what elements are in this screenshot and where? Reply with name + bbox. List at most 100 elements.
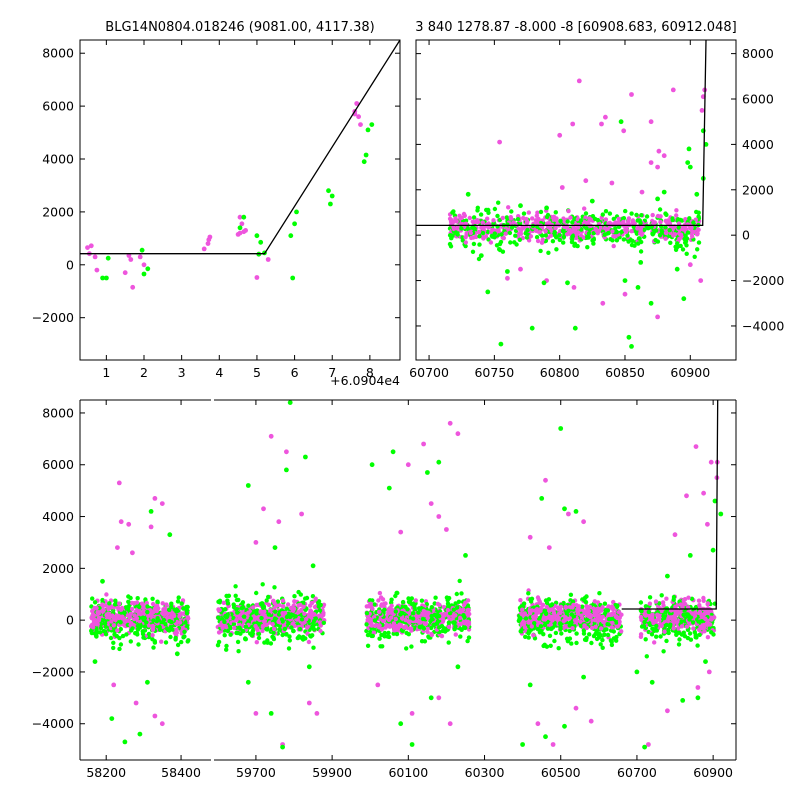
g-band-point	[258, 239, 264, 245]
r-band-point	[393, 616, 398, 622]
r-band-point	[216, 630, 222, 635]
r-band-point	[535, 595, 541, 600]
g-band-point	[607, 211, 613, 216]
x-tick-label: 60900	[670, 365, 710, 380]
g-band-point	[224, 643, 229, 649]
r-band-point	[655, 612, 660, 617]
g-band-point	[287, 638, 292, 643]
g-band-point	[685, 160, 691, 166]
r-band-point	[422, 621, 428, 627]
g-band-point	[176, 595, 181, 600]
g-band-point	[382, 634, 387, 639]
r-band-point	[122, 270, 128, 276]
g-band-point	[629, 211, 634, 216]
g-band-point	[626, 334, 632, 340]
r-band-point	[264, 622, 269, 627]
g-band-point	[532, 621, 537, 626]
x-tick-label: 59900	[312, 765, 352, 780]
g-band-point	[117, 646, 122, 652]
g-band-point	[447, 241, 453, 247]
r-band-point	[465, 607, 471, 613]
g-band-point	[272, 616, 278, 621]
y-tick-label: 0	[66, 257, 74, 272]
g-band-point	[600, 212, 605, 217]
g-band-point	[642, 619, 647, 625]
g-band-point	[517, 616, 522, 621]
panel-top-left-frame	[79, 39, 401, 361]
g-band-point	[526, 591, 531, 596]
r-band-point	[583, 178, 589, 184]
r-band-point	[536, 216, 541, 222]
r-band-point	[538, 608, 543, 614]
x-tick-label: 60500	[541, 765, 581, 780]
r-band-point	[579, 613, 584, 618]
g-band-point	[145, 679, 150, 685]
g-band-point	[528, 599, 534, 604]
r-band-point	[128, 611, 133, 617]
g-band-point	[382, 630, 387, 636]
g-band-point	[321, 620, 326, 625]
g-band-point	[521, 601, 527, 606]
g-band-point	[538, 209, 544, 215]
r-band-point	[258, 609, 263, 614]
g-band-point	[262, 640, 267, 645]
g-band-point	[136, 642, 141, 647]
g-band-point	[297, 626, 303, 632]
g-band-point	[680, 698, 686, 703]
g-band-point	[369, 122, 375, 127]
g-band-point	[118, 642, 124, 647]
r-band-point	[312, 604, 318, 610]
g-band-point	[561, 240, 566, 245]
r-band-point	[508, 216, 514, 221]
g-band-point	[141, 635, 146, 640]
x-tick-label: 4	[215, 365, 223, 380]
g-band-point	[100, 618, 105, 623]
r-band-point	[382, 601, 387, 606]
g-band-point	[225, 628, 230, 634]
g-band-point	[164, 626, 170, 631]
g-band-point	[310, 594, 316, 599]
r-band-point	[391, 621, 397, 626]
r-band-point	[673, 604, 678, 609]
r-band-point	[232, 625, 237, 631]
r-band-point	[674, 213, 679, 218]
r-band-point	[684, 624, 690, 629]
g-band-point	[235, 639, 241, 645]
g-band-point	[565, 219, 570, 224]
r-band-point	[591, 612, 597, 618]
g-band-point	[294, 209, 299, 215]
r-band-point	[621, 128, 627, 134]
y-tick-label: 0	[66, 613, 74, 628]
g-band-point	[386, 485, 392, 491]
r-band-point	[609, 625, 614, 630]
r-band-point	[703, 616, 708, 622]
g-band-point	[543, 734, 548, 740]
g-band-point	[143, 597, 148, 602]
r-band-point	[403, 624, 408, 629]
g-band-point	[446, 620, 452, 625]
g-band-point	[284, 632, 289, 637]
g-band-point	[648, 300, 654, 306]
r-band-point	[375, 682, 381, 688]
x-tick-label: 5	[253, 365, 261, 380]
panel-top-left: BLG14N0804.018246 (9081.00, 4117.38) 1 2 3…	[32, 20, 401, 388]
g-band-point	[613, 226, 618, 231]
g-band-point	[259, 615, 264, 621]
r-band-point	[600, 605, 605, 610]
g-band-point	[284, 467, 289, 473]
r-band-point	[458, 615, 463, 620]
r-band-point	[535, 608, 540, 614]
r-band-point	[475, 218, 480, 223]
g-band-point	[217, 598, 223, 603]
g-band-point	[310, 563, 316, 569]
g-band-point	[446, 640, 451, 645]
g-band-point	[231, 615, 236, 621]
g-band-point	[654, 623, 659, 629]
g-band-point	[284, 606, 289, 611]
g-band-point	[523, 616, 529, 621]
g-band-point	[456, 599, 462, 604]
g-band-point	[521, 211, 527, 216]
r-band-point	[354, 101, 360, 106]
g-band-point	[534, 235, 540, 240]
g-band-point	[400, 628, 405, 634]
